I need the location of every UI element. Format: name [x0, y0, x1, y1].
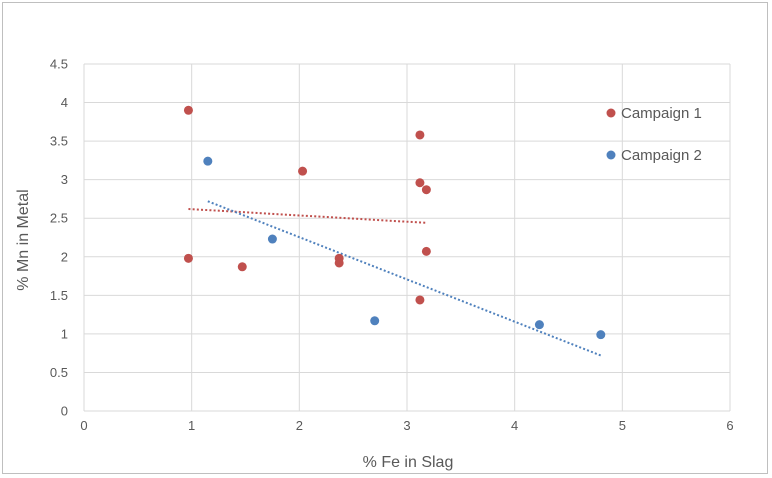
legend-label-campaign-1: Campaign 1 — [621, 105, 702, 122]
y-axis-title: % Mn in Metal — [15, 189, 32, 290]
data-point-series-1 — [421, 185, 431, 195]
y-tick-label: 4.5 — [50, 57, 68, 72]
data-point-series-1 — [237, 262, 247, 272]
data-point-series-1 — [421, 246, 431, 256]
x-axis-title: % Fe in Slag — [363, 454, 454, 471]
trendline-series-2 — [207, 200, 602, 357]
data-point-series-2 — [267, 234, 277, 244]
legend-label-campaign-2: Campaign 2 — [621, 147, 702, 164]
data-point-series-2 — [370, 316, 380, 326]
x-tick-label: 5 — [619, 418, 626, 433]
trendlines — [188, 200, 602, 357]
y-tick-label: 2 — [61, 249, 68, 264]
y-tick-label: 3.5 — [50, 134, 68, 149]
chart-frame — [2, 2, 768, 474]
data-point-series-1 — [183, 105, 193, 115]
data-point-series-2 — [534, 320, 544, 330]
data-point-series-1 — [298, 166, 308, 176]
data-point-series-2 — [203, 156, 213, 166]
data-point-series-2 — [596, 330, 606, 340]
x-tick-label: 6 — [726, 418, 733, 433]
y-tick-label: 3 — [61, 172, 68, 187]
data-point-series-1 — [334, 258, 344, 268]
x-tick-label: 4 — [511, 418, 518, 433]
data-point-series-1 — [415, 178, 425, 188]
x-tick-label: 2 — [296, 418, 303, 433]
y-tick-label: 2.5 — [50, 211, 68, 226]
x-tick-label: 1 — [188, 418, 195, 433]
trendline-series-1 — [188, 207, 427, 224]
gridlines — [83, 63, 731, 412]
legend-marker-campaign-2 — [606, 150, 616, 160]
data-points — [183, 105, 606, 340]
data-point-series-1 — [415, 295, 425, 305]
data-point-series-1 — [415, 130, 425, 140]
y-tick-label: 4 — [61, 95, 68, 110]
y-tick-label: 1 — [61, 326, 68, 341]
tick-labels: 0 1 2 3 4 5 6 0 0.5 1 1.5 2 2.5 3 3.5 4 4.5 — [50, 57, 734, 434]
legend: Campaign 1 Campaign 2 — [606, 105, 702, 164]
x-tick-label: 3 — [403, 418, 410, 433]
y-tick-label: 0 — [61, 404, 68, 419]
y-tick-label: 0.5 — [50, 365, 68, 380]
y-tick-label: 1.5 — [50, 288, 68, 303]
x-tick-label: 0 — [80, 418, 87, 433]
legend-marker-campaign-1 — [606, 108, 616, 118]
data-point-series-1 — [183, 253, 193, 263]
